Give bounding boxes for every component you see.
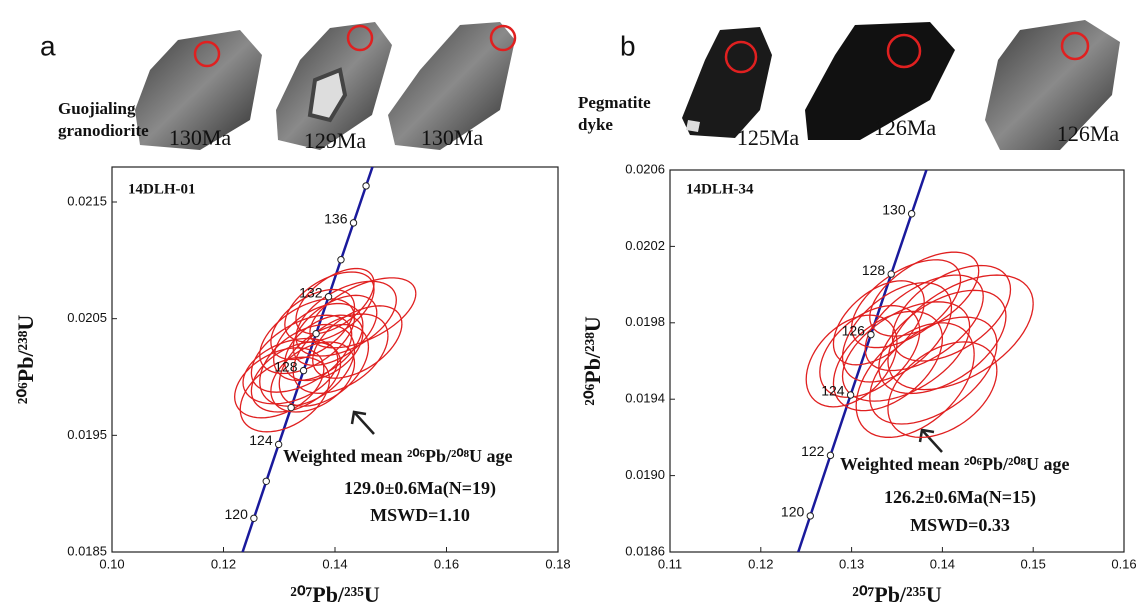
- concordia-point: [908, 211, 914, 217]
- rock-name: granodiorite: [58, 121, 149, 140]
- concordia-point: [363, 183, 369, 189]
- age-label: 128: [274, 358, 298, 374]
- age-label: 120: [781, 504, 805, 520]
- age-label: 120: [225, 506, 249, 522]
- y-tick-label: 0.0186: [625, 543, 665, 558]
- y-axis-label: ²⁰⁶Pb/²³⁸U: [580, 316, 605, 406]
- ellipse-group: [235, 269, 416, 432]
- sample-id: 14DLH-01: [128, 181, 196, 197]
- concordia-point: [888, 271, 894, 277]
- concordia-point: [300, 367, 306, 373]
- figure: a Guojialing granodiorite 130Ma 129Ma 130Ma 0.…: [0, 0, 1142, 610]
- y-tick-label: 0.0194: [625, 391, 665, 406]
- concordia-extension: [243, 518, 254, 552]
- x-tick-label: 0.13: [839, 556, 864, 571]
- age-label: 124: [249, 432, 273, 448]
- annotation: Weighted mean ²⁰⁶Pb/²⁰⁸U age: [283, 446, 513, 466]
- age-label: 132: [299, 284, 323, 300]
- y-tick-label: 0.0215: [67, 193, 107, 208]
- concordia-point: [807, 513, 813, 519]
- grain-age: 126Ma: [1057, 121, 1120, 146]
- concordia-point: [275, 441, 281, 447]
- x-axis-label: ²⁰⁷Pb/²³⁵U: [290, 582, 380, 607]
- panel-label: b: [620, 30, 636, 61]
- age-label: 128: [862, 262, 886, 278]
- x-tick-label: 0.15: [1021, 556, 1046, 571]
- concordia-point: [288, 404, 294, 410]
- age-label: 122: [801, 443, 825, 459]
- y-tick-label: 0.0195: [67, 427, 107, 442]
- age-label: 136: [324, 211, 348, 227]
- grain-age: 130Ma: [169, 125, 232, 150]
- x-tick-label: 0.18: [545, 556, 570, 571]
- age-label: 130: [882, 201, 906, 217]
- sample-id: 14DLH-34: [686, 181, 754, 197]
- error-ellipse: [888, 342, 997, 437]
- concordia-point: [868, 331, 874, 337]
- x-tick-label: 0.16: [1111, 556, 1136, 571]
- y-tick-label: 0.0190: [625, 467, 665, 482]
- y-axis-label: ²⁰⁶Pb/²³⁸U: [13, 315, 38, 405]
- age-label: 126: [842, 322, 866, 338]
- annotation: 126.2±0.6Ma(N=15): [884, 487, 1036, 508]
- annotation: MSWD=0.33: [910, 515, 1010, 535]
- concordia-extension: [798, 516, 810, 552]
- x-tick-label: 0.12: [748, 556, 773, 571]
- x-tick-label: 0.14: [930, 556, 955, 571]
- rock-name: Guojialing: [58, 99, 136, 118]
- grain-age: 125Ma: [737, 125, 800, 150]
- age-label: 124: [821, 383, 845, 399]
- rock-name: dyke: [578, 115, 613, 134]
- concordia-point: [263, 478, 269, 484]
- grain-age: 129Ma: [304, 128, 367, 153]
- x-tick-label: 0.11: [658, 556, 682, 571]
- y-tick-label: 0.0185: [67, 543, 107, 558]
- concordia-point: [251, 515, 257, 521]
- x-tick-label: 0.12: [211, 556, 236, 571]
- concordia-point: [827, 452, 833, 458]
- ellipse-group: [806, 252, 1033, 437]
- grain-age: 130Ma: [421, 125, 484, 150]
- rock-name: Pegmatite: [578, 93, 651, 112]
- annotation: 129.0±0.6Ma(N=19): [344, 478, 496, 499]
- concordia-point: [338, 257, 344, 263]
- y-tick-label: 0.0202: [625, 238, 665, 253]
- concordia-point: [313, 331, 319, 337]
- x-tick-label: 0.16: [434, 556, 459, 571]
- x-tick-label: 0.14: [322, 556, 347, 571]
- x-tick-label: 0.10: [99, 556, 124, 571]
- error-ellipse: [870, 252, 979, 336]
- panel-label: a: [40, 30, 56, 61]
- annotation: MSWD=1.10: [370, 505, 470, 525]
- concordia-point: [325, 294, 331, 300]
- concordia-point: [847, 392, 853, 398]
- y-tick-label: 0.0205: [67, 310, 107, 325]
- x-axis-label: ²⁰⁷Pb/²³⁵U: [852, 582, 942, 607]
- y-tick-label: 0.0198: [625, 314, 665, 329]
- concordia-extension: [912, 170, 927, 214]
- concordia-point: [350, 220, 356, 226]
- annotation: Weighted mean ²⁰⁶Pb/²⁰⁸U age: [840, 454, 1070, 474]
- grain-age: 126Ma: [874, 115, 937, 140]
- y-tick-label: 0.0206: [625, 161, 665, 176]
